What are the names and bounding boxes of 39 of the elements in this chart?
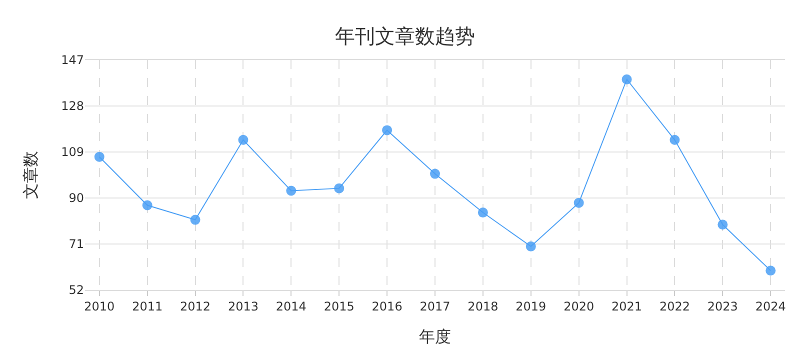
x-tick-label: 2017	[420, 299, 450, 314]
x-tick-label: 2020	[564, 299, 594, 314]
x-tick-label: 2013	[228, 299, 258, 314]
y-tick-label: 71	[68, 237, 84, 252]
point	[766, 266, 776, 276]
x-tick-label: 2010	[84, 299, 115, 314]
y-tick-label: 109	[61, 145, 84, 160]
point	[286, 186, 296, 196]
x-tick-label: 2022	[659, 299, 690, 314]
point	[478, 208, 488, 218]
x-tick-label: 2016	[372, 299, 402, 314]
chart-title: 年刊文章数趋势	[335, 24, 475, 48]
y-tick-label: 128	[61, 99, 84, 114]
point	[622, 74, 632, 84]
y-tick-label: 90	[68, 191, 84, 206]
x-tick-label: 2021	[612, 299, 642, 314]
point	[334, 183, 344, 194]
y-axis-title: 文章数	[20, 151, 40, 199]
point	[142, 200, 152, 210]
x-tick-label: 2018	[468, 299, 498, 314]
x-tick-label: 2012	[180, 299, 211, 314]
x-tick-label: 2024	[755, 299, 786, 314]
y-tick-label: 52	[68, 283, 84, 298]
x-tick-label: 2011	[132, 299, 163, 314]
point	[526, 241, 536, 252]
x-tick-label: 2019	[516, 299, 546, 314]
point	[190, 214, 200, 225]
x-axis-title: 年度	[419, 327, 451, 346]
x-tick-label: 2015	[324, 299, 354, 314]
point	[238, 134, 248, 145]
x-tick-label: 2023	[707, 299, 738, 314]
y-tick-label: 147	[61, 53, 84, 68]
point	[670, 134, 680, 145]
point	[94, 152, 104, 162]
point	[430, 168, 440, 179]
x-tick-label: 2014	[276, 299, 306, 314]
point	[574, 198, 584, 208]
point	[718, 220, 728, 230]
point	[382, 125, 392, 136]
